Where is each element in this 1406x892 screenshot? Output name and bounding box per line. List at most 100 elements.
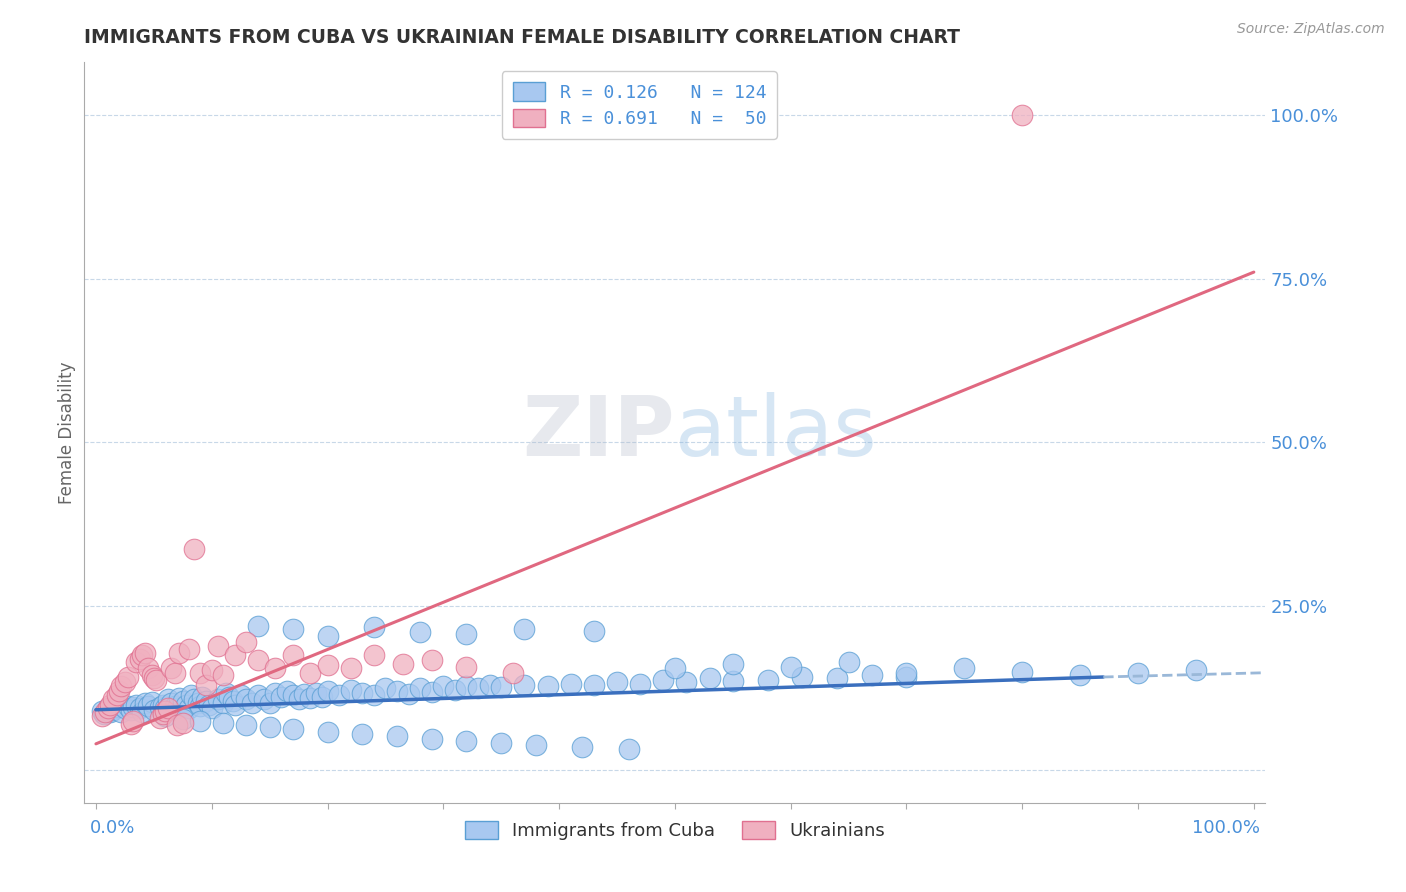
Point (391, 657, 413, 671)
Point (617, 742, 640, 756)
Point (352, 686, 374, 700)
Point (224, 648, 246, 663)
Point (207, 692, 229, 706)
Point (125, 655, 148, 669)
Point (281, 648, 304, 663)
Text: ZIP: ZIP (523, 392, 675, 473)
Point (385, 729, 408, 743)
Point (94, 706, 117, 720)
Point (270, 690, 292, 704)
Point (105, 688, 128, 702)
Point (456, 679, 478, 693)
Point (155, 700, 177, 714)
Point (385, 684, 408, 698)
Point (652, 673, 675, 687)
Point (172, 712, 194, 726)
Point (432, 679, 454, 693)
Point (247, 688, 270, 702)
Point (169, 647, 191, 661)
Point (316, 725, 339, 739)
Point (721, 657, 744, 671)
Text: IMMIGRANTS FROM CUBA VS UKRAINIAN FEMALE DISABILITY CORRELATION CHART: IMMIGRANTS FROM CUBA VS UKRAINIAN FEMALE… (84, 28, 960, 47)
Point (145, 673, 167, 687)
Point (90, 704, 112, 718)
Point (316, 629, 339, 643)
Point (174, 698, 197, 712)
Point (156, 700, 179, 714)
Point (155, 704, 177, 718)
Point (166, 718, 188, 732)
Point (292, 687, 315, 701)
Point (420, 653, 443, 667)
Point (201, 664, 224, 678)
Point (194, 693, 217, 707)
Point (134, 647, 156, 661)
Point (524, 738, 547, 752)
Point (792, 670, 814, 684)
Point (120, 703, 142, 717)
Point (117, 670, 139, 684)
Point (276, 684, 298, 698)
Point (198, 698, 221, 712)
Legend: Immigrants from Cuba, Ukrainians: Immigrants from Cuba, Ukrainians (456, 812, 894, 849)
Point (247, 619, 270, 633)
Point (180, 688, 202, 702)
Point (502, 666, 524, 681)
Point (409, 625, 432, 640)
Point (489, 681, 512, 695)
Point (560, 676, 582, 690)
Point (110, 706, 132, 720)
Point (229, 689, 252, 703)
Point (896, 666, 918, 681)
Point (953, 661, 976, 675)
Point (582, 678, 605, 692)
Point (628, 676, 651, 690)
Point (363, 620, 385, 634)
Point (316, 684, 339, 698)
Point (606, 674, 628, 689)
Point (131, 648, 153, 663)
Point (409, 681, 432, 695)
Point (420, 731, 443, 746)
Point (125, 698, 148, 712)
Point (1185, 664, 1208, 678)
Point (224, 698, 246, 712)
Point (316, 658, 339, 673)
Point (163, 666, 186, 681)
Point (699, 671, 721, 685)
Point (93, 707, 115, 722)
Point (183, 541, 205, 556)
Point (103, 703, 125, 717)
Point (779, 659, 801, 673)
Point (142, 703, 165, 717)
Point (218, 690, 240, 704)
Point (108, 684, 131, 698)
Point (1126, 666, 1149, 681)
Point (141, 668, 163, 682)
Point (152, 698, 174, 712)
Point (721, 673, 744, 688)
Point (149, 700, 172, 714)
Point (172, 715, 194, 730)
Point (194, 678, 217, 692)
Point (134, 696, 156, 710)
Point (299, 666, 322, 681)
Point (120, 717, 142, 731)
Point (240, 696, 263, 710)
Point (155, 709, 177, 723)
Point (675, 675, 697, 690)
Point (122, 700, 145, 714)
Point (305, 686, 328, 700)
Point (214, 686, 236, 700)
Point (187, 696, 209, 710)
Point (169, 690, 191, 705)
Point (108, 698, 131, 712)
Point (188, 698, 211, 713)
Point (152, 707, 174, 722)
Point (456, 626, 478, 640)
Text: 0.0%: 0.0% (90, 819, 135, 838)
Text: atlas: atlas (675, 392, 876, 473)
Point (420, 685, 443, 699)
Point (1069, 668, 1091, 682)
Point (571, 740, 593, 755)
